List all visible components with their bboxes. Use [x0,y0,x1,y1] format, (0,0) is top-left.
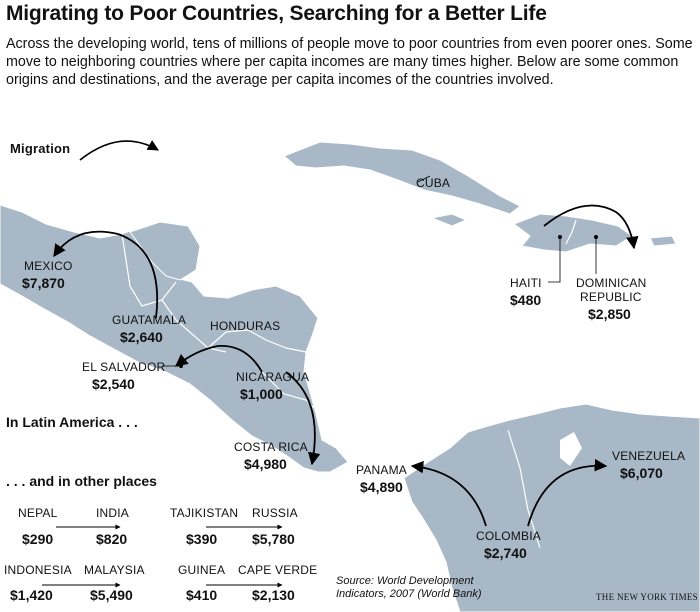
other-to-name: RUSSIA [252,506,298,520]
income-colombia: $2,740 [484,545,527,561]
other-from-name: INDONESIA [4,563,72,577]
other-to-name: CAPE VERDE [238,563,318,577]
land-cuba [283,141,521,215]
income-guatemala: $2,640 [120,329,163,345]
label-mexico: MEXICO [24,259,73,273]
section-latin-america: In Latin America . . . [6,414,138,430]
income-costa-rica: $4,980 [244,456,287,472]
label-cuba: CUBA [416,176,451,190]
other-to-name: MALAYSIA [84,563,145,577]
label-el-salvador: EL SALVADOR [82,360,166,374]
income-haiti: $480 [510,292,542,308]
section-other-places: . . . and in other places [6,473,157,489]
label-venezuela: VENEZUELA [612,449,686,463]
label-dominican-republic-line1: DOMINICAN [576,276,647,290]
arrow-nicaragua-costa-rica [285,371,321,466]
source-line-1: Source: World Development [336,575,474,587]
other-to-name: INDIA [96,506,130,520]
land-hispaniola [512,213,633,253]
land-south-america [403,403,700,612]
arrow-nicaragua-el-salvador [175,345,263,373]
legend-label: Migration [10,141,71,156]
label-dominican-republic-line2: REPUBLIC [580,290,642,304]
land-yucatan [129,221,201,281]
arrow-colombia-panama [410,460,487,527]
income-el-salvador: $2,540 [92,376,135,392]
other-from-income: $390 [186,531,218,547]
other-to-income: $5,490 [90,587,133,603]
income-nicaragua: $1,000 [240,386,283,402]
source-line-2: Indicators, 2007 (World Bank) [336,588,482,600]
label-costa-rica: COSTA RICA [234,440,308,454]
label-colombia: COLOMBIA [476,529,541,543]
source-note: Source: World Development Indicators, 20… [336,575,482,601]
other-from-name: TAJIKISTAN [170,506,239,520]
other-from-name: NEPAL [18,506,58,520]
other-from-income: $1,420 [10,587,53,603]
other-from-name: GUINEA [178,563,226,577]
water-maracaibo [560,432,582,466]
label-honduras: HONDURAS [210,319,281,333]
other-to-income: $5,780 [252,531,295,547]
other-to-income: $2,130 [252,587,295,603]
income-mexico: $7,870 [22,275,65,291]
other-to-income: $820 [96,531,128,547]
land-puerto-rico [649,235,677,247]
intro-text: Across the developing world, tens of mil… [6,36,693,88]
graphic-title: Migrating to Poor Countries, Searching f… [6,2,547,25]
label-guatemala: GUATAMALA [112,313,187,327]
credit-nyt: THE NEW YORK TIMES [596,592,698,602]
label-nicaragua: NICARAGUA [236,370,310,384]
label-panama: PANAMA [356,463,407,477]
legend-migration-arrow [79,140,159,161]
arrow-colombia-venezuela [527,458,608,527]
income-venezuela: $6,070 [620,465,663,481]
arrow-guatemala-mexico [53,230,159,319]
income-panama: $4,890 [360,479,403,495]
other-from-income: $290 [22,531,54,547]
land-jamaica [430,213,468,227]
income-dominican-republic: $2,850 [588,306,631,322]
arrow-haiti-dominican [543,204,639,250]
label-haiti: HAITI [510,276,542,290]
other-from-income: $410 [186,587,218,603]
